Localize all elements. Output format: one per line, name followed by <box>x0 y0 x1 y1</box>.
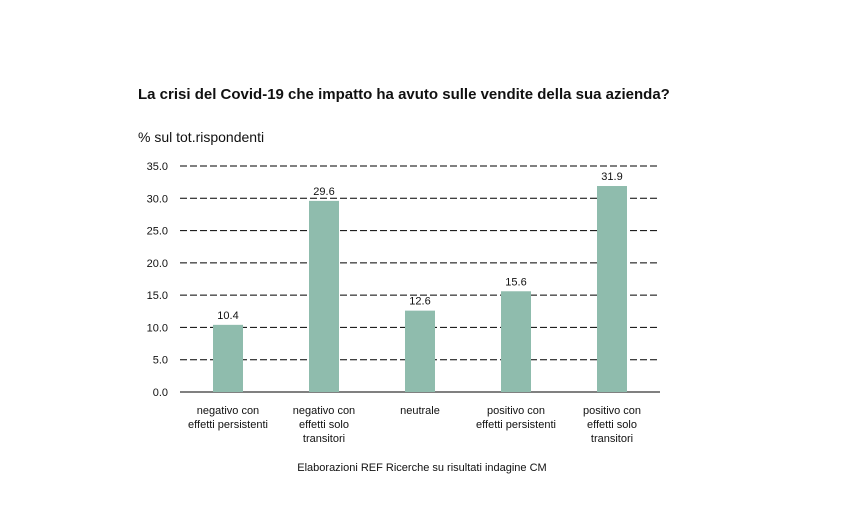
y-tick-label: 0.0 <box>153 387 168 399</box>
y-tick-label: 25.0 <box>147 226 168 238</box>
data-label: 29.6 <box>313 186 334 198</box>
bars <box>213 186 627 392</box>
y-tick-label: 15.0 <box>147 290 168 302</box>
chart-title: La crisi del Covid-19 che impatto ha avu… <box>138 86 670 103</box>
data-label: 31.9 <box>601 171 622 183</box>
category-label: neutrale <box>400 405 440 417</box>
y-tick-label: 5.0 <box>153 355 168 367</box>
category-label: negativo con <box>197 405 259 417</box>
y-tick-label: 30.0 <box>147 193 168 205</box>
category-label: transitori <box>591 433 633 445</box>
y-axis-ticks: 0.0 5.0 10.0 15.0 20.0 25.0 30.0 35.0 <box>147 161 168 399</box>
category-label: positivo con <box>487 405 545 417</box>
source-note: Elaborazioni REF Ricerche su risultati i… <box>297 462 547 474</box>
y-tick-label: 35.0 <box>147 161 168 173</box>
data-label: 12.6 <box>409 296 430 308</box>
bar <box>309 200 339 392</box>
bar <box>213 324 243 392</box>
bar <box>597 186 627 392</box>
category-label: negativo con <box>293 405 355 417</box>
bar <box>501 291 531 392</box>
category-label: effetti solo <box>299 419 349 431</box>
category-labels: negativo con effetti persistenti negativo … <box>188 405 641 445</box>
y-axis-label: % sul tot.rispondenti <box>138 129 265 145</box>
data-label: 10.4 <box>217 310 238 322</box>
category-label: effetti persistenti <box>188 419 268 431</box>
y-tick-label: 10.0 <box>147 322 168 334</box>
category-label: transitori <box>303 433 345 445</box>
category-label: positivo con <box>583 405 641 417</box>
data-labels: 10.4 29.6 12.6 15.6 31.9 <box>217 171 622 322</box>
category-label: effetti solo <box>587 419 637 431</box>
y-tick-label: 20.0 <box>147 258 168 270</box>
bar <box>405 310 435 392</box>
data-label: 15.6 <box>505 276 526 288</box>
category-label: effetti persistenti <box>476 419 556 431</box>
gridlines <box>180 165 660 393</box>
